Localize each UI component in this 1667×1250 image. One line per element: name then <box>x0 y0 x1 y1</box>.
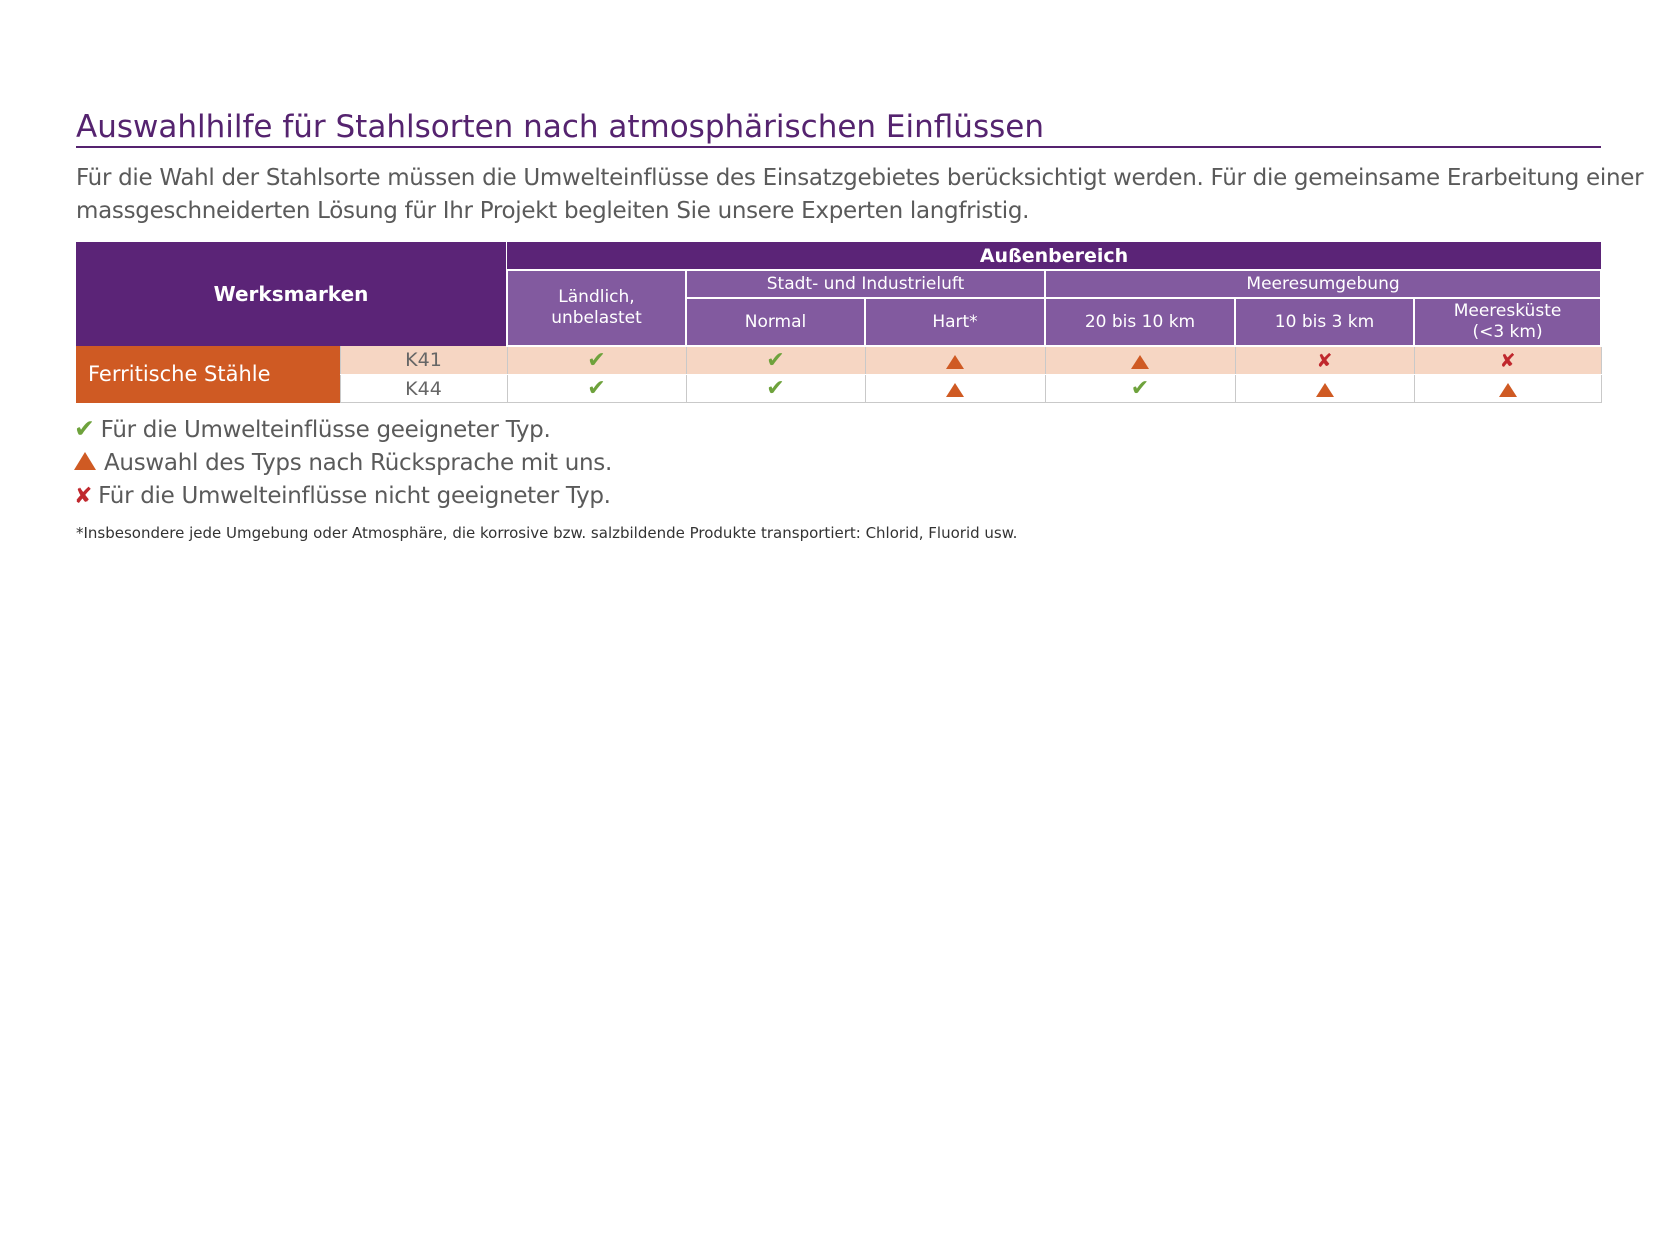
col-header-rural-line2: unbelastet <box>551 308 642 328</box>
legend-text-unsuitable: Für die Umwelteinflüsse nicht geeigneter… <box>98 483 611 509</box>
rating-cell: ✔ <box>1044 374 1235 403</box>
title-underline <box>76 146 1601 148</box>
legend-item-consult: Auswahl des Typs nach Rücksprache mit un… <box>74 447 612 480</box>
grade-label: K44 <box>339 374 507 403</box>
cross-icon: ✘ <box>1499 349 1516 372</box>
check-icon: ✔ <box>587 375 606 401</box>
intro-line-2: massgeschneiderten Lösung für Ihr Projek… <box>76 198 1030 224</box>
group-header-city: Stadt- und Industrieluft <box>685 269 1046 299</box>
col-header-20-10km: 20 bis 10 km <box>1044 297 1236 347</box>
legend-text-consult: Auswahl des Typs nach Rücksprache mit un… <box>104 450 612 476</box>
warning-triangle-icon <box>946 354 964 369</box>
rating-cell <box>1413 374 1602 403</box>
intro-paragraph: Für die Wahl der Stahlsorte müssen die U… <box>76 162 1644 228</box>
check-icon: ✔ <box>766 375 785 401</box>
warning-triangle-icon <box>1315 382 1334 397</box>
warning-triangle-icon <box>1131 354 1149 369</box>
legend-item-unsuitable: ✘ Für die Umwelteinflüsse nicht geeignete… <box>74 480 612 513</box>
col-header-hard: Hart* <box>864 297 1046 347</box>
col-header-10-3km: 10 bis 3 km <box>1234 297 1415 347</box>
page-title: Auswahlhilfe für Stahlsorten nach atmosp… <box>76 109 1044 145</box>
warning-triangle-icon <box>74 451 96 470</box>
group-label-ferritic: Ferritische Stähle <box>76 346 340 403</box>
table-row: Ferritische Stähle K41 ✔ ✔ ✘ ✘ <box>76 346 1602 403</box>
warning-triangle-icon <box>1498 382 1517 397</box>
rating-cell: ✔ <box>506 374 686 403</box>
check-icon: ✔ <box>587 347 606 373</box>
rating-cell <box>1044 346 1235 375</box>
group-header-sea: Meeresumgebung <box>1043 269 1603 299</box>
rating-cell: ✔ <box>685 374 865 403</box>
rating-cell <box>864 346 1045 375</box>
rating-cell: ✔ <box>506 346 686 375</box>
brand-header: Werksmarken <box>76 242 507 346</box>
table-row: K44 ✔ ✔ ✔ <box>76 374 1602 403</box>
col-header-coast: Meeresküste (<3 km) <box>1412 297 1603 347</box>
cross-icon: ✘ <box>1316 349 1333 372</box>
rating-cell: ✘ <box>1234 346 1414 375</box>
col-header-rural: Ländlich, unbelastet <box>506 269 687 347</box>
legend-item-suitable: ✔ Für die Umwelteinflüsse geeigneter Typ. <box>74 414 612 447</box>
check-icon: ✔ <box>74 414 95 443</box>
check-icon: ✔ <box>1130 375 1150 401</box>
col-header-rural-line1: Ländlich, <box>558 287 635 307</box>
rating-cell: ✘ <box>1413 346 1602 375</box>
cross-icon: ✘ <box>74 484 93 509</box>
outdoor-header: Außenbereich <box>507 242 1602 270</box>
footnote: *Insbesondere jede Umgebung oder Atmosph… <box>76 524 1018 542</box>
warning-triangle-icon <box>946 382 964 397</box>
rating-cell: ✔ <box>685 346 865 375</box>
grade-label: K41 <box>339 346 507 375</box>
legend: ✔ Für die Umwelteinflüsse geeigneter Typ.… <box>74 414 612 513</box>
legend-text-suitable: Für die Umwelteinflüsse geeigneter Typ. <box>100 417 551 443</box>
intro-line-1: Für die Wahl der Stahlsorte müssen die U… <box>76 165 1644 191</box>
rating-cell <box>1234 374 1414 403</box>
rating-cell <box>864 374 1045 403</box>
check-icon: ✔ <box>766 347 785 373</box>
steel-selection-table: Werksmarken Außenbereich Ländlich, unbel… <box>76 242 1603 403</box>
col-header-coast-line1: Meeresküste <box>1453 301 1562 321</box>
col-header-coast-line2: (<3 km) <box>1472 322 1543 342</box>
col-header-normal: Normal <box>685 297 866 347</box>
